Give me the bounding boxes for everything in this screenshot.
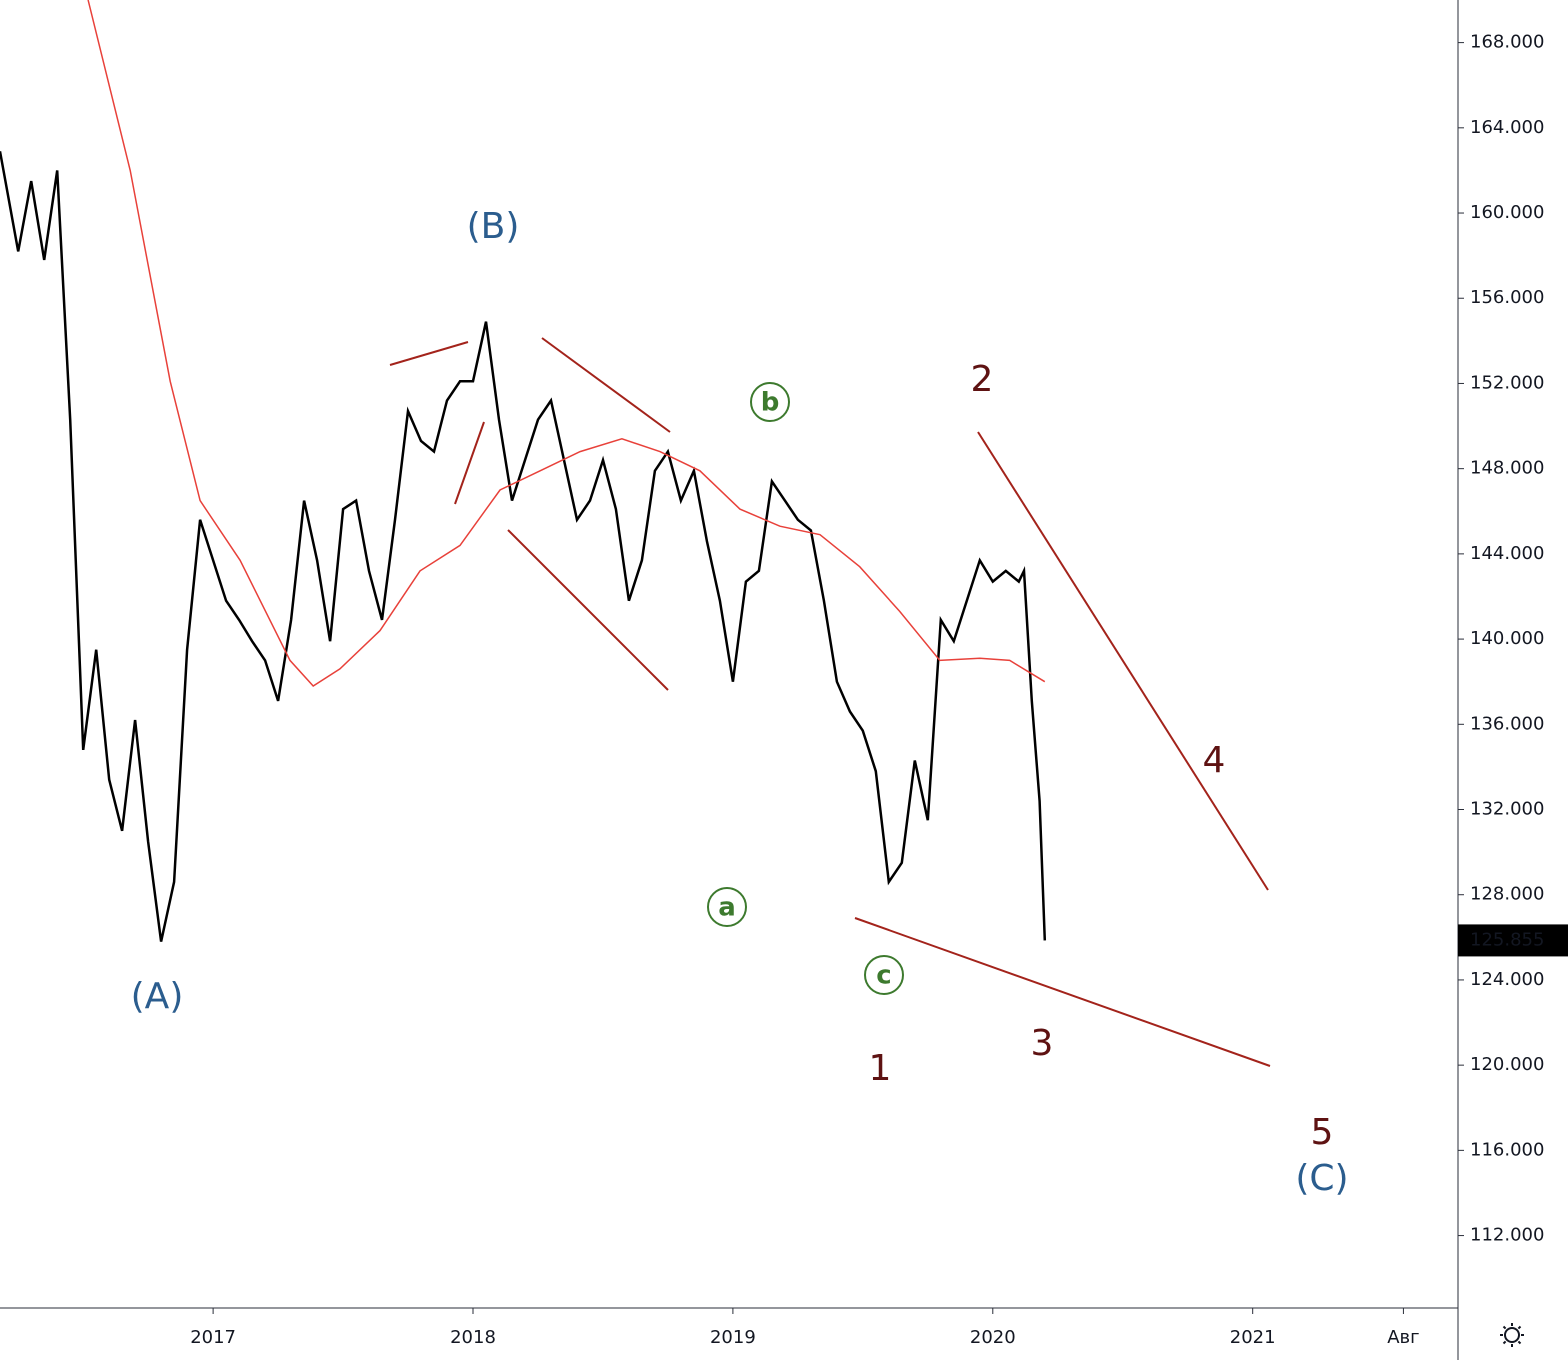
trendline [541,337,671,433]
y-tick-label: 152.000 [1470,372,1544,393]
y-tick-label: 148.000 [1470,458,1544,479]
y-tick-label: 164.000 [1470,117,1544,138]
trendline [977,431,1269,891]
wave-label: b [761,388,780,418]
y-tick-label: 128.000 [1470,884,1544,905]
wave-label: c [876,961,891,991]
trendline [507,529,669,691]
y-tick-label: 116.000 [1470,1139,1544,1160]
wave-label: 3 [1031,1023,1054,1064]
last-price-tag [1458,924,1568,957]
x-tick-label: 2020 [970,1327,1016,1348]
trendline [389,341,469,366]
x-tick-label: 2018 [450,1327,496,1348]
y-tick-label: 112.000 [1470,1225,1544,1246]
y-tick-label: 140.000 [1470,628,1544,649]
y-tick-label: 120.000 [1470,1054,1544,1075]
wave-label: (A) [131,976,184,1017]
last-price-label: 125.855 [1470,929,1544,950]
wave-label: (C) [1295,1158,1348,1199]
x-tick-label: 2017 [190,1327,236,1348]
wave-label: (B) [467,206,520,247]
wave-label: 1 [869,1048,892,1089]
x-tick-label: 2021 [1230,1327,1276,1348]
y-tick-label: 124.000 [1470,969,1544,990]
wave-label: 4 [1203,740,1226,781]
wave-label: 5 [1311,1112,1334,1153]
wave-label: a [718,893,736,923]
price-line [0,151,1047,942]
wave-circle [707,887,747,927]
wave-label: 2 [971,359,994,400]
y-tick-label: 144.000 [1470,543,1544,564]
trendlines [389,337,1271,1067]
y-tick-label: 160.000 [1470,202,1544,223]
wave-circle [864,955,904,995]
trendline [854,917,1271,1067]
y-tick-label: 136.000 [1470,713,1544,734]
y-tick-label: 132.000 [1470,799,1544,820]
y-tick-label: 168.000 [1470,32,1544,53]
x-tick-label: 2019 [710,1327,756,1348]
x-tick-label: Авг [1387,1327,1419,1348]
trendline [454,421,485,505]
price-line [87,0,1046,687]
wave-circle [750,382,790,422]
settings-icon[interactable] [1500,1323,1524,1347]
y-tick-label: 156.000 [1470,287,1544,308]
